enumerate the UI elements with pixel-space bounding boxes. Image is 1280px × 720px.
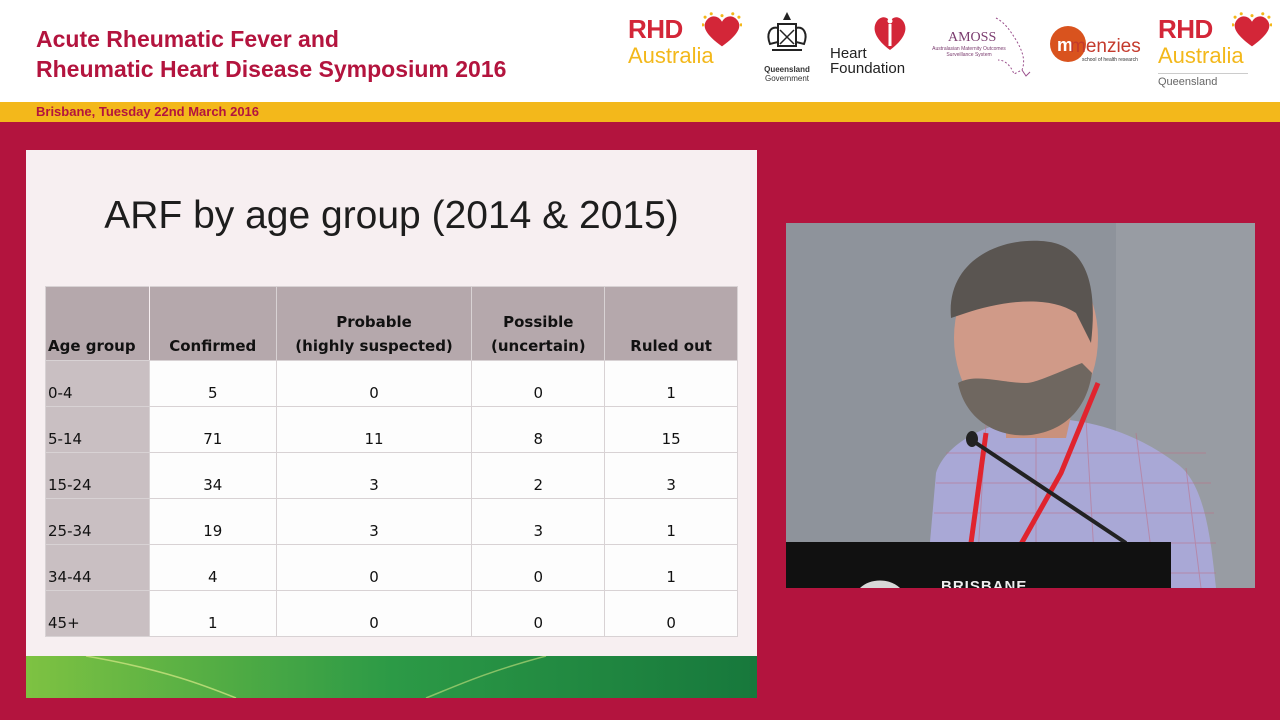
cell-confirmed: 4 [148, 544, 277, 591]
table-row: 45+ 1 0 0 0 [45, 590, 738, 637]
rhd-australia-logo: RHD Australia [628, 12, 744, 68]
arf-age-group-table: Age group Confirmed Probable (highly susp… [45, 286, 738, 637]
presentation-slide: ARF by age group (2014 & 2015) Age group… [26, 150, 757, 698]
table-row: 25-34 19 3 3 1 [45, 498, 738, 545]
cell-ruled-out: 15 [604, 406, 738, 453]
cell-probable: 0 [275, 590, 473, 637]
cell-confirmed: 71 [148, 406, 277, 453]
heart-foundation-line-1: Heart [830, 45, 867, 62]
header-possible-label: Possible [503, 313, 574, 331]
amoss-logo: AMOSS Australasian Maternity Outcomes Su… [926, 14, 1036, 84]
qld-line-1: Queensland [764, 65, 810, 74]
rhd-australia-queensland-logo: RHD Australia Queensland [1158, 12, 1274, 88]
heart-foundation-icon [874, 17, 906, 50]
speaker-image [786, 223, 1255, 588]
date-bar [0, 102, 1280, 122]
heart-icon [1232, 12, 1272, 47]
rhd-logo-2-text: RHD [1158, 14, 1213, 44]
amoss-title: AMOSS [948, 30, 997, 45]
crest-icon [767, 12, 807, 51]
header-confirmed-label: Confirmed [169, 337, 257, 355]
cell-probable: 0 [275, 544, 473, 591]
cell-probable: 11 [275, 406, 473, 453]
heart-icon [702, 12, 742, 47]
cell-age-group: 15-24 [45, 452, 150, 499]
amoss-subtitle: Australasian Maternity Outcomes Surveill… [932, 46, 1006, 58]
table-row: 0-4 5 0 0 1 [45, 360, 738, 407]
cell-age-group: 45+ [45, 590, 150, 637]
cell-possible: 8 [471, 406, 606, 453]
cell-possible: 3 [471, 498, 606, 545]
header-probable-label: Probable [336, 313, 412, 331]
svg-text:m: m [1057, 35, 1073, 55]
cell-probable: 3 [275, 452, 473, 499]
cell-ruled-out: 1 [604, 360, 738, 407]
australia-map-icon [995, 17, 1031, 77]
event-date: Brisbane, Tuesday 22nd March 2016 [36, 104, 260, 119]
cell-age-group: 34-44 [45, 544, 150, 591]
table-header-row: Age group Confirmed Probable (highly susp… [45, 286, 738, 361]
header-confirmed: Confirmed [148, 286, 277, 361]
cell-possible: 2 [471, 452, 606, 499]
cell-confirmed: 34 [148, 452, 277, 499]
rhd-logo-text: RHD [628, 14, 683, 44]
header-banner: Acute Rheumatic Fever and Rheumatic Hear… [0, 0, 1280, 102]
header-age-group-label: Age group [48, 337, 136, 355]
cell-possible: 0 [471, 360, 606, 407]
speaker-video-feed: BRISBANE [786, 223, 1255, 588]
cell-possible: 0 [471, 590, 606, 637]
podium-text: BRISBANE [941, 578, 1028, 588]
table-row: 34-44 4 0 0 1 [45, 544, 738, 591]
cell-confirmed: 1 [148, 590, 277, 637]
header-possible-sublabel: (uncertain) [490, 337, 586, 355]
rhd-logo-2-subtext: Australia [1158, 43, 1244, 68]
cell-age-group: 5-14 [45, 406, 150, 453]
header-possible: Possible (uncertain) [471, 286, 606, 361]
table-row: 15-24 34 3 2 3 [45, 452, 738, 499]
queensland-government-logo: Queensland Government [758, 10, 816, 83]
cell-ruled-out: 3 [604, 452, 738, 499]
menzies-title: menzies [1070, 36, 1141, 57]
title-line-2: Rheumatic Heart Disease Symposium 2016 [36, 56, 507, 82]
title-line-1: Acute Rheumatic Fever and [36, 26, 339, 52]
menzies-subtitle: school of health research [1082, 57, 1138, 63]
cell-probable: 3 [275, 498, 473, 545]
header-ruled-out: Ruled out [604, 286, 738, 361]
cell-possible: 0 [471, 544, 606, 591]
cell-ruled-out: 0 [604, 590, 738, 637]
header-age-group: Age group [45, 286, 150, 361]
qld-line-2: Government [764, 74, 810, 83]
rhd-logo-subtext: Australia [628, 43, 714, 68]
heart-foundation-logo: Heart Foundation [830, 12, 912, 76]
cell-age-group: 25-34 [45, 498, 150, 545]
heart-foundation-line-2: Foundation [830, 60, 906, 77]
cell-probable: 0 [275, 360, 473, 407]
cell-confirmed: 19 [148, 498, 277, 545]
podium [786, 542, 1171, 588]
rhd-logo-2-region: Queensland [1158, 73, 1248, 88]
cell-age-group: 0-4 [45, 360, 150, 407]
slide-title: ARF by age group (2014 & 2015) [104, 194, 679, 237]
symposium-title: Acute Rheumatic Fever and Rheumatic Hear… [36, 24, 506, 84]
table-row: 5-14 71 11 8 15 [45, 406, 738, 453]
cell-confirmed: 5 [148, 360, 277, 407]
header-probable: Probable (highly suspected) [275, 286, 473, 361]
header-probable-sublabel: (highly suspected) [295, 337, 453, 355]
cell-ruled-out: 1 [604, 544, 738, 591]
podium-logo-icon [860, 580, 900, 588]
menzies-circle-icon: m [1050, 26, 1086, 62]
slide-footer-band [26, 656, 757, 698]
cell-ruled-out: 1 [604, 498, 738, 545]
header-ruled-out-label: Ruled out [630, 337, 712, 355]
